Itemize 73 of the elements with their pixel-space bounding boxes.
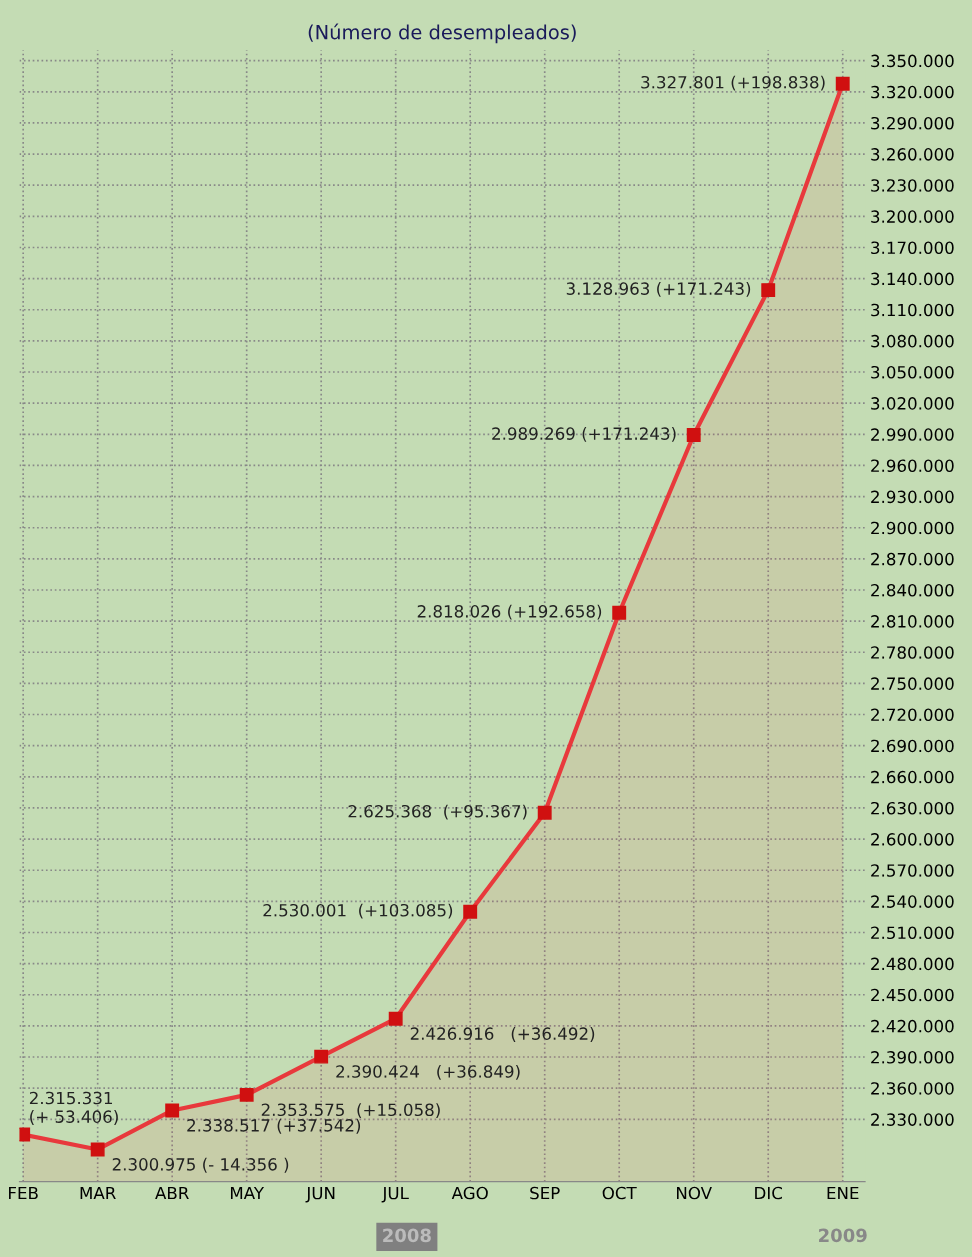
point <box>835 76 850 91</box>
point <box>239 1087 254 1102</box>
point <box>90 1142 105 1157</box>
text: 2009 <box>819 1228 867 1243</box>
y-tick-label: 3.140.000 <box>871 272 954 286</box>
y-tick-label: 2.630.000 <box>871 801 954 815</box>
data-label: 2.390.424 (+36.849) <box>336 1064 520 1080</box>
data-label: 2.989.269 (+171.243) <box>492 427 676 442</box>
x-tick-label: JUN <box>305 1186 335 1203</box>
x-tick-label: DIC <box>755 1186 783 1200</box>
data-label: 2.315.331 (+ 53.406) <box>29 1091 118 1125</box>
y-tick-label: 3.230.000 <box>871 179 954 192</box>
data-label: 2.353.575 (+15.058) <box>261 1103 440 1119</box>
point <box>388 1011 403 1026</box>
data-label: 3.128.963 (+171.243) <box>566 282 751 297</box>
y-tick-label: 2.510.000 <box>871 926 954 940</box>
y-tick-label: 2.450.000 <box>871 988 954 1002</box>
x-tick-label: FEB <box>9 1186 38 1200</box>
y-tick-label: 2.660.000 <box>871 770 954 784</box>
x-tick-label: ENE <box>827 1186 859 1200</box>
x-tick-label: NOV <box>677 1186 712 1200</box>
y-tick-label: 2.990.000 <box>871 428 954 441</box>
y-tick-label: 2.900.000 <box>871 521 954 535</box>
y-tick-label: 3.260.000 <box>871 148 954 161</box>
point <box>612 605 627 620</box>
y-tick-label: 3.080.000 <box>871 334 954 348</box>
data-label: 2.338.517 (+37.542) <box>187 1118 361 1134</box>
y-tick-label: 2.870.000 <box>871 552 954 566</box>
text: 2008 <box>383 1228 431 1243</box>
data-label: 2.818.026 (+192.658) <box>417 604 602 620</box>
y-tick-label: 2.750.000 <box>871 677 954 690</box>
y-tick-label: 3.350.000 <box>871 54 954 68</box>
y-tick-label: 3.290.000 <box>871 116 954 130</box>
y-tick-label: 2.720.000 <box>871 708 954 722</box>
y-tick-label: 2.810.000 <box>871 615 954 628</box>
y-tick-label: 2.360.000 <box>871 1082 954 1095</box>
data-label: 2.625.368 (+95.367) <box>348 804 527 820</box>
y-tick-label: 3.050.000 <box>871 365 954 379</box>
y-tick-label: 2.960.000 <box>871 459 954 472</box>
x-tick-label: AGO <box>451 1186 488 1200</box>
x-tick-label: ABR <box>155 1186 189 1200</box>
y-tick-label: 2.330.000 <box>871 1113 954 1126</box>
point <box>761 283 776 298</box>
y-tick-label: 3.320.000 <box>871 85 954 99</box>
y-tick-label: 3.200.000 <box>871 210 954 223</box>
data-label: 2.300.975 (- 14.356 ) <box>112 1157 289 1173</box>
point <box>314 1049 329 1064</box>
y-tick-label: 2.780.000 <box>871 646 954 659</box>
y-tick-label: 3.170.000 <box>871 241 954 255</box>
point <box>165 1103 180 1118</box>
y-tick-label: 3.020.000 <box>871 397 954 410</box>
point <box>537 805 552 820</box>
y-tick-label: 2.420.000 <box>871 1019 954 1033</box>
y-tick-label: 2.480.000 <box>871 957 954 971</box>
point <box>686 428 701 443</box>
y-tick-label: 2.540.000 <box>871 895 954 908</box>
data-label: 2.530.001 (+103.085) <box>263 903 453 919</box>
x-tick-label: MAY <box>230 1186 265 1200</box>
y-tick-label: 2.930.000 <box>871 490 954 504</box>
x-tick-label: OCT <box>602 1186 637 1200</box>
y-tick-label: 3.110.000 <box>871 303 954 317</box>
y-tick-label: 2.840.000 <box>871 583 954 597</box>
x-tick-label: SEP <box>530 1186 560 1200</box>
data-label: 3.327.801 (+198.838) <box>641 75 825 91</box>
y-tick-label: 2.570.000 <box>871 864 954 877</box>
data-label: 2.426.916 (+36.492) <box>410 1027 595 1042</box>
chart-title: (Número de desempleados) <box>308 23 576 44</box>
y-tick-label: 2.390.000 <box>871 1051 954 1064</box>
point <box>463 904 478 919</box>
x-tick-label: MAR <box>80 1186 116 1200</box>
y-tick-label: 2.690.000 <box>871 739 954 753</box>
x-tick-label: JUL <box>381 1186 409 1203</box>
y-tick-label: 2.600.000 <box>871 833 954 846</box>
